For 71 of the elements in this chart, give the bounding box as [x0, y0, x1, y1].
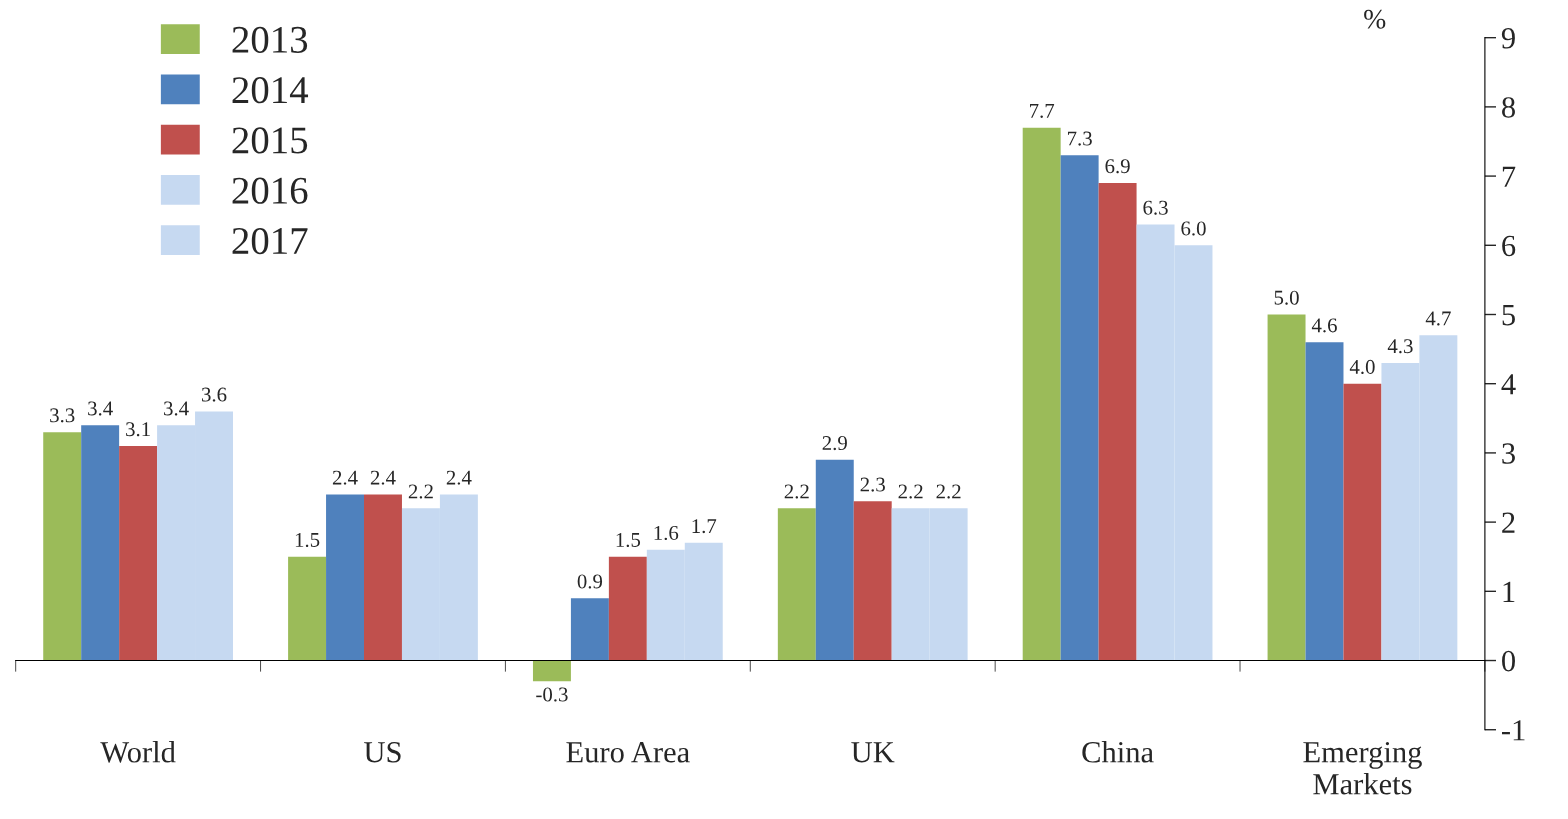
bar: [532, 660, 571, 682]
data-label: 6.9: [1105, 159, 1130, 174]
y-axis-title: %: [1364, 9, 1386, 29]
y-tick-label: 8: [1502, 97, 1515, 118]
bar: [326, 494, 365, 661]
data-label: 1.7: [692, 519, 717, 534]
bar: [81, 425, 120, 661]
data-label: 3.4: [88, 401, 113, 416]
data-label: 2.4: [446, 470, 472, 485]
y-tick-label: 7: [1502, 166, 1516, 187]
legend-label: 2017: [232, 227, 308, 255]
x-tick-label: Emerging Markets: [1303, 741, 1422, 795]
x-tick-label: World: [100, 741, 176, 763]
data-label: -0.3: [536, 687, 568, 702]
y-tick-label: 9: [1501, 28, 1515, 49]
x-tick-label: Euro Area: [566, 742, 690, 763]
data-label: 2.2: [784, 484, 809, 499]
bar: [853, 501, 892, 661]
bar: [777, 508, 816, 661]
data-label: 5.0: [1274, 290, 1299, 305]
x-tick-label: US: [364, 742, 401, 763]
bar: [608, 556, 647, 661]
y-tick-label: 3: [1502, 443, 1515, 464]
data-label: 0.9: [577, 574, 603, 589]
data-label: 2.2: [936, 484, 961, 499]
data-label: 6.0: [1181, 221, 1206, 236]
bar: [1305, 342, 1344, 661]
data-label: 2.9: [822, 436, 847, 451]
data-label: 4.3: [1387, 339, 1413, 354]
legend-label: 2016: [232, 177, 308, 204]
bar: [43, 432, 82, 661]
y-tick-label: 5: [1502, 305, 1515, 326]
data-label: 2.2: [898, 484, 923, 499]
bar: [288, 556, 327, 661]
y-tick-label: 2: [1502, 512, 1515, 533]
bar: [1060, 155, 1099, 661]
data-label: 2.4: [370, 470, 396, 485]
y-tick-label: 4: [1501, 374, 1516, 395]
y-tick-label: 0: [1502, 650, 1515, 672]
bar: [570, 598, 609, 661]
data-label: 1.5: [616, 532, 641, 548]
data-label: 2.3: [860, 477, 885, 492]
data-label: 3.6: [202, 387, 227, 402]
data-label: 2.4: [332, 470, 358, 485]
bar: [1022, 127, 1061, 661]
data-label: 3.1: [126, 422, 150, 437]
legend-label: 2015: [232, 127, 308, 154]
data-label: 3.4: [164, 401, 189, 416]
bar: [815, 459, 854, 661]
x-tick-label: China: [1082, 741, 1154, 763]
data-label: 6.3: [1143, 200, 1168, 215]
data-label: 4.0: [1349, 359, 1375, 375]
x-tick-label: UK: [851, 742, 895, 763]
bar: [1267, 314, 1306, 661]
data-label: 1.5: [295, 532, 320, 548]
bar: [364, 494, 402, 661]
bar: [119, 445, 158, 661]
bar: [1343, 383, 1382, 661]
data-label: 2.2: [408, 484, 433, 499]
y-tick-label: -1: [1502, 720, 1525, 741]
legend-label: 2013: [232, 26, 308, 53]
data-label: 3.3: [50, 408, 75, 423]
data-label: 4.6: [1311, 318, 1337, 333]
bar: [1098, 183, 1137, 661]
y-tick-label: 1: [1503, 581, 1515, 602]
y-tick-label: 6: [1502, 235, 1516, 257]
data-label: 7.7: [1030, 104, 1055, 118]
data-label: 4.7: [1425, 311, 1451, 326]
data-label: 1.6: [654, 526, 679, 541]
data-label: 7.3: [1067, 131, 1092, 146]
legend-label: 2014: [232, 77, 309, 104]
